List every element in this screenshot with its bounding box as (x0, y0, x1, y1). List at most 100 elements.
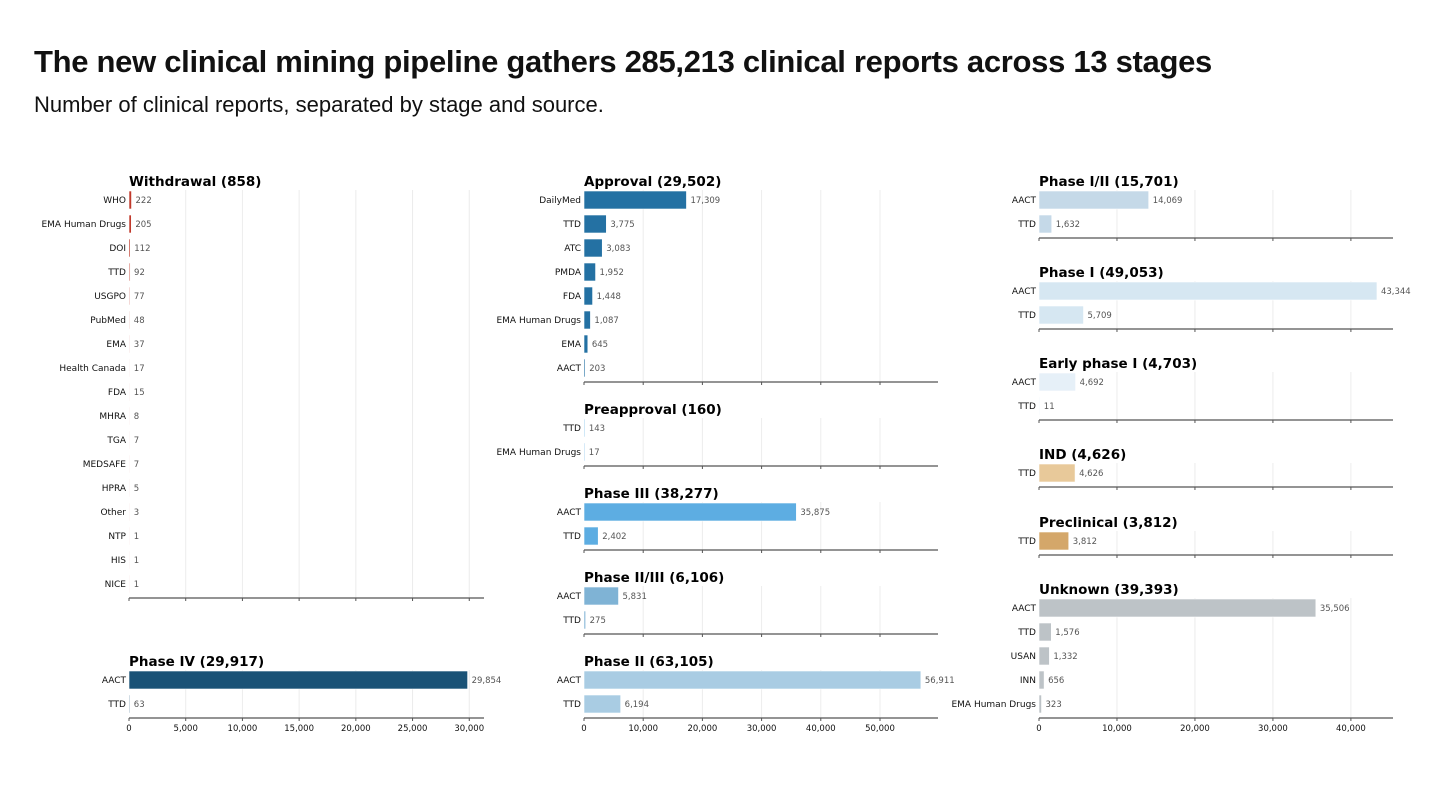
value-label: 4,626 (1079, 469, 1103, 479)
value-label: 11 (1044, 402, 1055, 412)
value-label: 77 (134, 292, 145, 302)
value-label: 112 (134, 244, 150, 254)
category-label: USAN (1011, 652, 1036, 662)
category-label: TTD (562, 700, 581, 710)
category-label: HPRA (102, 484, 127, 494)
panel-title: Early phase I (4,703) (1039, 356, 1197, 372)
category-label: AACT (1012, 196, 1037, 206)
value-label: 3,775 (610, 220, 634, 230)
category-label: ATC (564, 244, 581, 254)
category-label: FDA (563, 292, 582, 302)
category-label: TTD (1017, 537, 1036, 547)
bar (128, 574, 131, 594)
value-label: 37 (134, 340, 145, 350)
bar (583, 502, 797, 522)
category-label: TTD (1017, 311, 1036, 321)
x-tick-label: 20,000 (688, 724, 718, 734)
category-label: TTD (107, 700, 126, 710)
category-label: Other (100, 508, 126, 518)
bar (128, 550, 131, 570)
value-label: 1,332 (1053, 652, 1077, 662)
bar (128, 478, 131, 498)
panel-title: Phase IV (29,917) (129, 654, 264, 670)
bar (583, 418, 586, 438)
category-label: MHRA (99, 412, 126, 422)
bar (128, 310, 131, 330)
bar (128, 358, 131, 378)
value-label: 6,194 (625, 700, 649, 710)
bar (583, 526, 599, 546)
x-tick-label: 40,000 (806, 724, 836, 734)
bar (583, 610, 586, 630)
value-label: 1 (134, 556, 139, 566)
category-label: AACT (102, 676, 127, 686)
value-label: 29,854 (472, 676, 502, 686)
value-label: 645 (592, 340, 608, 350)
value-label: 222 (136, 196, 152, 206)
category-label: PMDA (555, 268, 582, 278)
panel-title: Phase II/III (6,106) (584, 570, 724, 586)
value-label: 92 (134, 268, 145, 278)
bar (583, 442, 586, 462)
value-label: 17,309 (690, 196, 720, 206)
value-label: 3,812 (1073, 537, 1097, 547)
panel-phase-iii: Phase III (38,277)AACT 35,875 TTD 2,402 (557, 486, 938, 553)
value-label: 1,952 (600, 268, 624, 278)
x-tick-label: 50,000 (865, 724, 895, 734)
bar (128, 382, 131, 402)
bar (128, 502, 131, 522)
category-label: TTD (562, 424, 581, 434)
category-label: NICE (105, 580, 127, 590)
x-tick-label: 0 (581, 724, 586, 734)
bar (128, 406, 131, 426)
category-label: TTD (562, 532, 581, 542)
x-tick-label: 5,000 (174, 724, 198, 734)
value-label: 1,632 (1056, 220, 1080, 230)
value-label: 1 (134, 580, 139, 590)
panel-unknown: Unknown (39,393)AACT 35,506 TTD 1,576 USAN 1,… (951, 582, 1393, 734)
panel-title: Phase III (38,277) (584, 486, 719, 502)
category-label: EMA Human Drugs (951, 700, 1036, 710)
bar (583, 262, 596, 282)
value-label: 7 (134, 460, 139, 470)
category-label: AACT (557, 676, 582, 686)
category-label: TTD (1017, 220, 1036, 230)
category-label: AACT (1012, 378, 1037, 388)
x-tick-label: 15,000 (284, 724, 314, 734)
category-label: AACT (557, 364, 582, 374)
value-label: 143 (589, 424, 605, 434)
category-label: INN (1020, 676, 1036, 686)
panel-title: Phase I (49,053) (1039, 265, 1164, 281)
panel-title: Unknown (39,393) (1039, 582, 1179, 598)
value-label: 8 (134, 412, 139, 422)
bar (583, 238, 603, 258)
panel-withdrawal: Withdrawal (858)WHO 222 EMA Human Drugs 205… (41, 174, 484, 601)
x-tick-label: 0 (1036, 724, 1041, 734)
value-label: 656 (1048, 676, 1064, 686)
value-label: 63 (134, 700, 145, 710)
value-label: 14,069 (1153, 196, 1183, 206)
value-label: 56,911 (925, 676, 955, 686)
bar (583, 334, 589, 354)
category-label: DailyMed (539, 196, 581, 206)
value-label: 4,692 (1080, 378, 1104, 388)
bar (583, 190, 687, 210)
bar (1038, 531, 1070, 551)
bar (1038, 190, 1150, 210)
panel-title: Approval (29,502) (584, 174, 721, 190)
x-tick-label: 20,000 (1180, 724, 1210, 734)
bar (1038, 646, 1050, 666)
x-tick-label: 30,000 (747, 724, 777, 734)
bar (1038, 305, 1084, 325)
x-tick-label: 10,000 (1102, 724, 1132, 734)
x-tick-label: 25,000 (398, 724, 428, 734)
bar (583, 214, 607, 234)
bar (583, 358, 586, 378)
bar (1038, 670, 1045, 690)
panel-early-phase-i: Early phase I (4,703)AACT 4,692 TTD 11 (1012, 356, 1393, 423)
x-tick-label: 10,000 (228, 724, 258, 734)
bar (583, 670, 922, 690)
panel-approval: Approval (29,502)DailyMed 17,309 TTD 3,775 A… (496, 174, 938, 385)
value-label: 48 (134, 316, 145, 326)
panel-phase-ii-iii: Phase II/III (6,106)AACT 5,831 TTD 275 (557, 570, 938, 637)
